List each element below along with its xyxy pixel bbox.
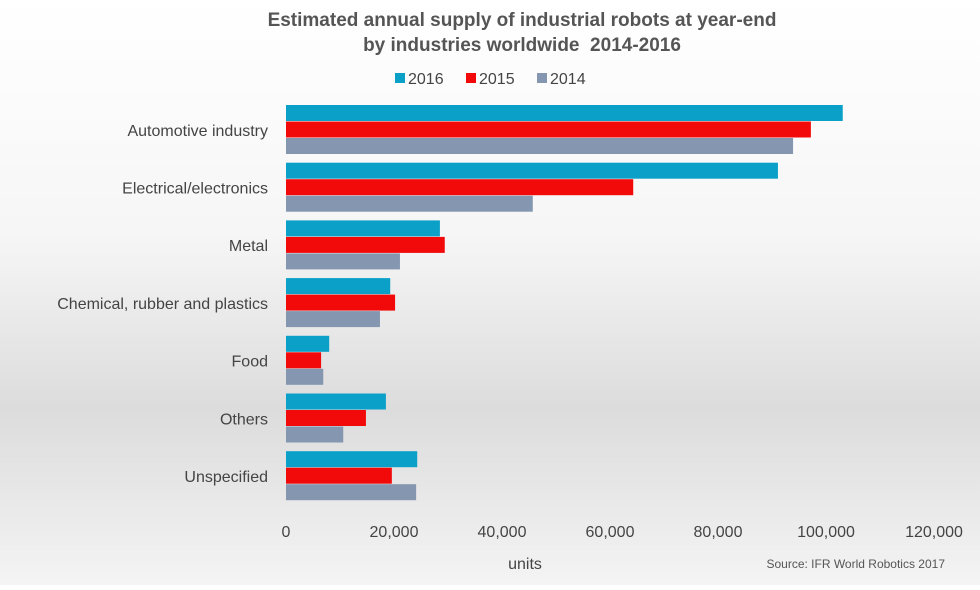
source-note: Source: IFR World Robotics 2017	[766, 557, 945, 571]
x-tick-label: 60,000	[586, 524, 635, 541]
bar-2014-6	[286, 484, 417, 501]
bar-2014-3	[286, 311, 380, 328]
bar-2015-1	[286, 179, 634, 196]
bar-2015-5	[286, 410, 366, 426]
bar-2014-5	[286, 426, 344, 443]
legend-swatch-2015	[466, 73, 476, 83]
category-label: Electrical/electronics	[122, 180, 268, 197]
chart-title: Estimated annual supply of industrial ro…	[268, 10, 777, 31]
bar-2016-1	[286, 162, 778, 179]
legend-label-2014: 2014	[550, 71, 586, 88]
legend-swatch-2014	[537, 73, 547, 83]
legend-swatch-2016	[395, 73, 405, 83]
bar-2015-6	[286, 467, 392, 484]
bar-2016-3	[286, 278, 391, 295]
bar-2015-4	[286, 352, 322, 369]
category-label: Others	[220, 411, 268, 428]
x-axis-label: units	[508, 556, 542, 573]
bar-2016-2	[286, 220, 440, 237]
bar-2016-4	[286, 335, 330, 352]
bar-2014-2	[286, 253, 400, 270]
bar-2014-4	[286, 368, 324, 385]
category-label: Unspecified	[184, 469, 268, 486]
bar-2015-3	[286, 294, 396, 311]
category-label: Chemical, rubber and plastics	[57, 296, 268, 313]
legend-label-2016: 2016	[408, 71, 444, 88]
bar-2014-0	[286, 138, 794, 154]
category-label: Automotive industry	[127, 123, 268, 140]
chart-subtitle: by industries worldwide 2014-2016	[363, 35, 681, 56]
bar-2016-5	[286, 393, 386, 410]
bar-2016-0	[286, 105, 843, 121]
bar-2015-0	[286, 121, 811, 138]
bar-2016-6	[286, 451, 418, 468]
x-tick-label: 80,000	[694, 524, 743, 541]
legend-label-2015: 2015	[479, 71, 515, 88]
legend: 2016 2015 2014	[395, 71, 586, 88]
category-label: Food	[232, 354, 268, 371]
x-tick-label: 100,000	[797, 524, 855, 541]
x-tick-label: 20,000	[370, 524, 419, 541]
bar-2015-2	[286, 236, 445, 253]
bar-2014-1	[286, 195, 533, 212]
category-label: Metal	[229, 238, 268, 255]
x-tick-label: 120,000	[905, 524, 963, 541]
x-tick-label: 0	[282, 524, 291, 541]
x-tick-label: 40,000	[478, 524, 527, 541]
